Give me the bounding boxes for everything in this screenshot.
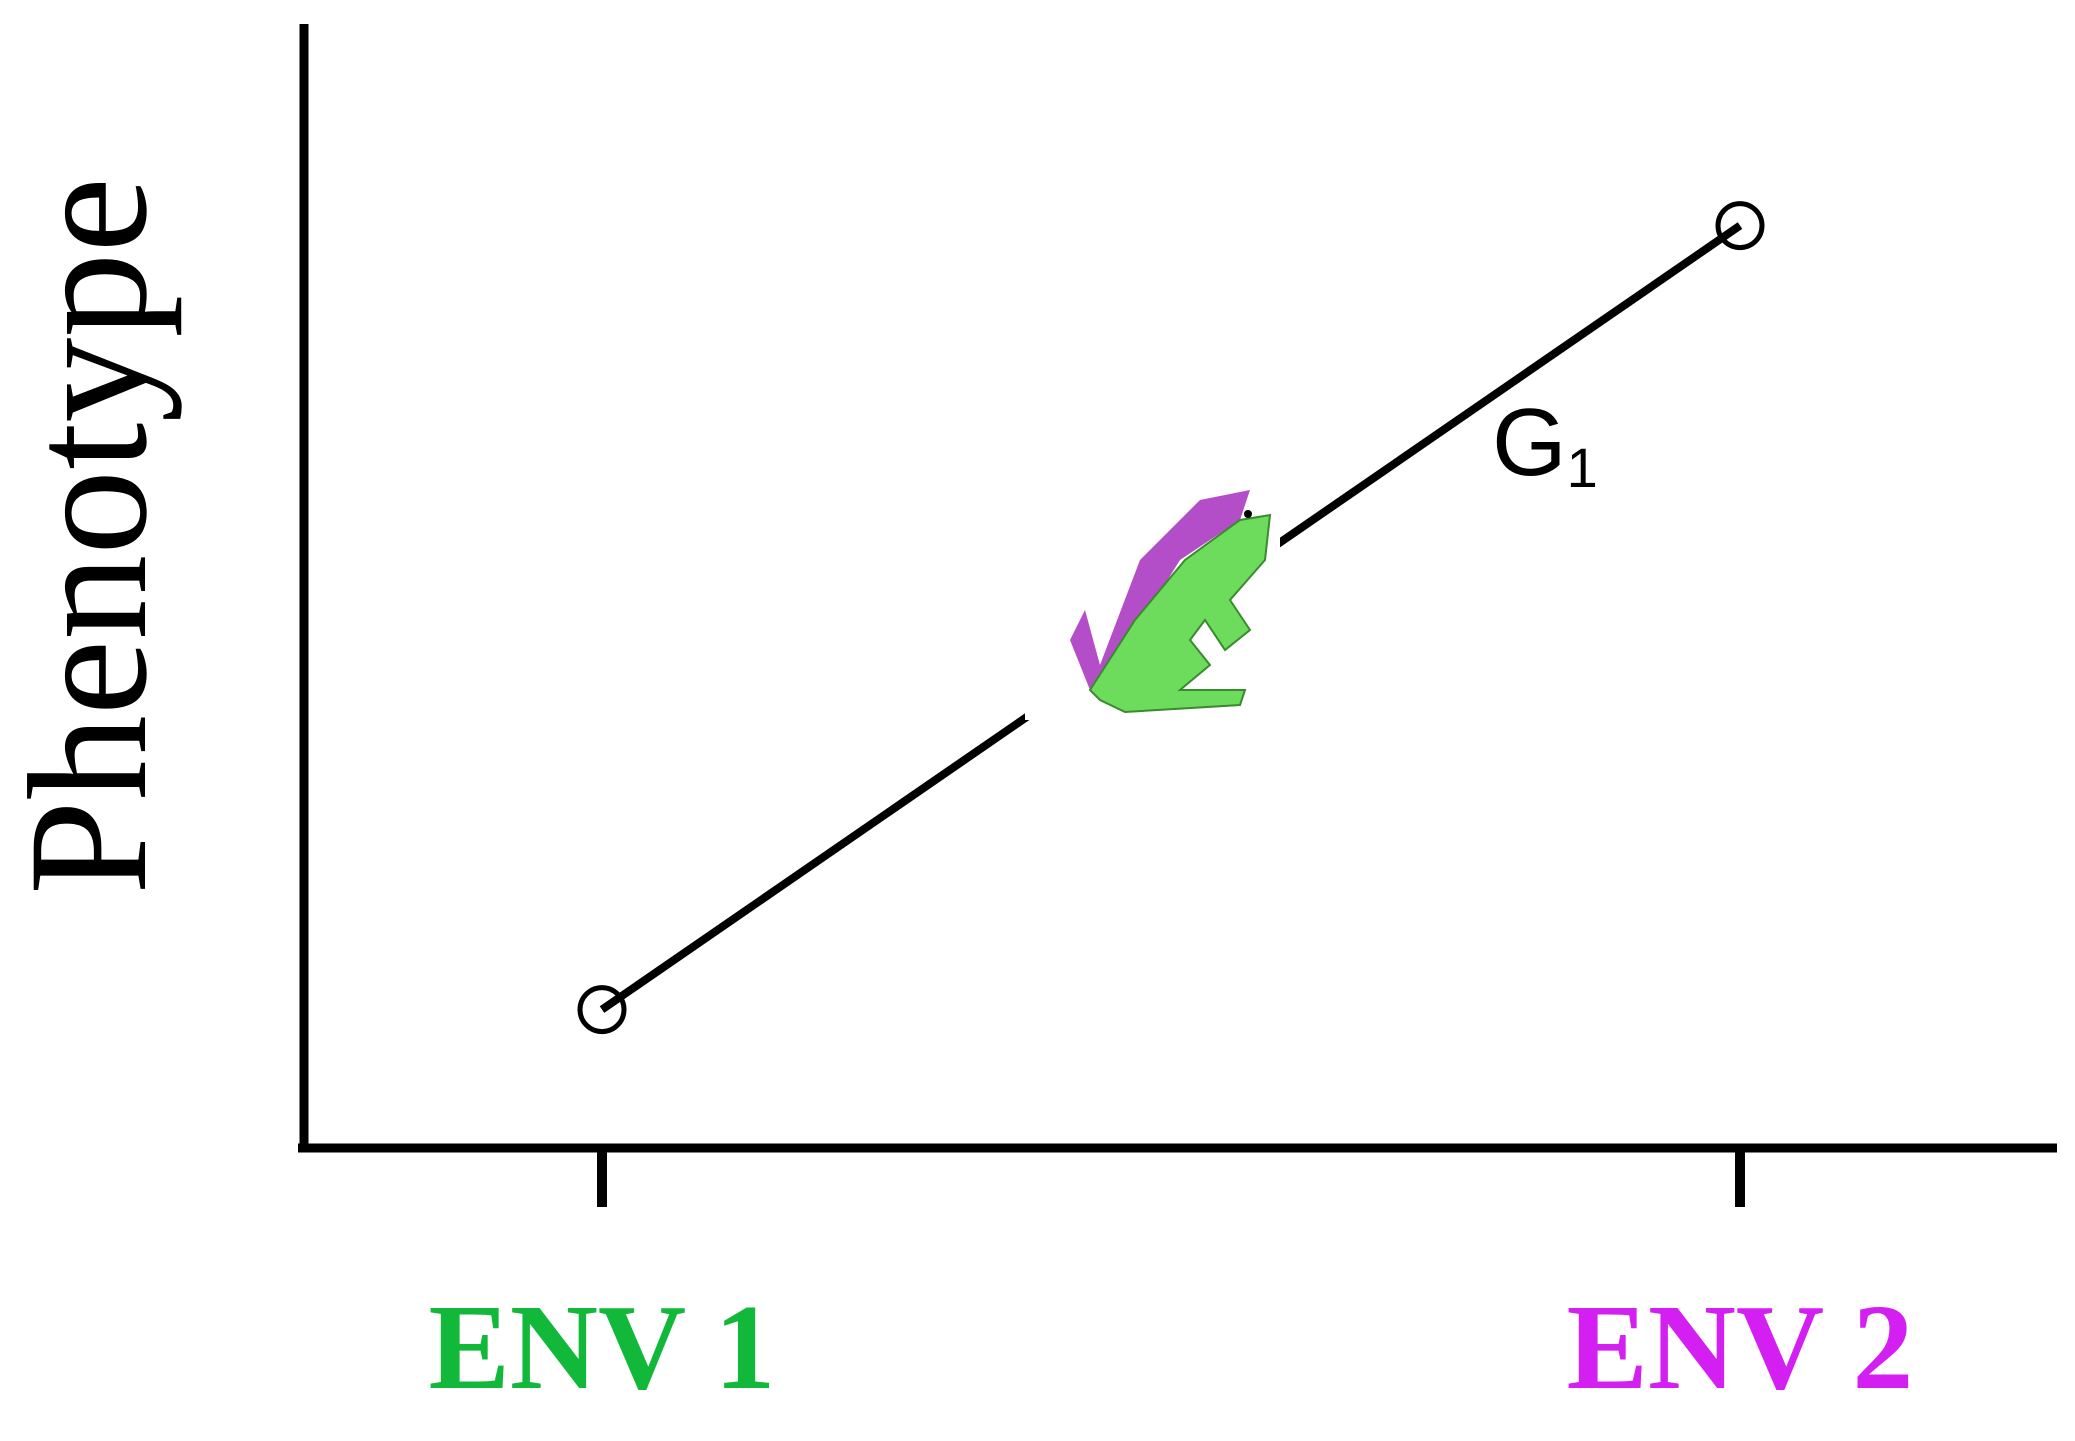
y-axis-label: Phenotype — [0, 177, 182, 895]
x-tick-label: ENV 1 — [429, 1280, 776, 1415]
series-name: G — [1492, 389, 1567, 496]
x-tick-label: ENV 2 — [1567, 1280, 1914, 1415]
plot-area: ENV 1 ENV 2 — [429, 226, 1914, 1415]
frog-illustration — [1025, 478, 1280, 720]
chart: Phenotype ENV 1 ENV 2 G1 — [0, 0, 2075, 1441]
series-subscript: 1 — [1567, 436, 1598, 499]
series-label: G1 — [1492, 389, 1598, 498]
frog-eye — [1244, 510, 1252, 518]
